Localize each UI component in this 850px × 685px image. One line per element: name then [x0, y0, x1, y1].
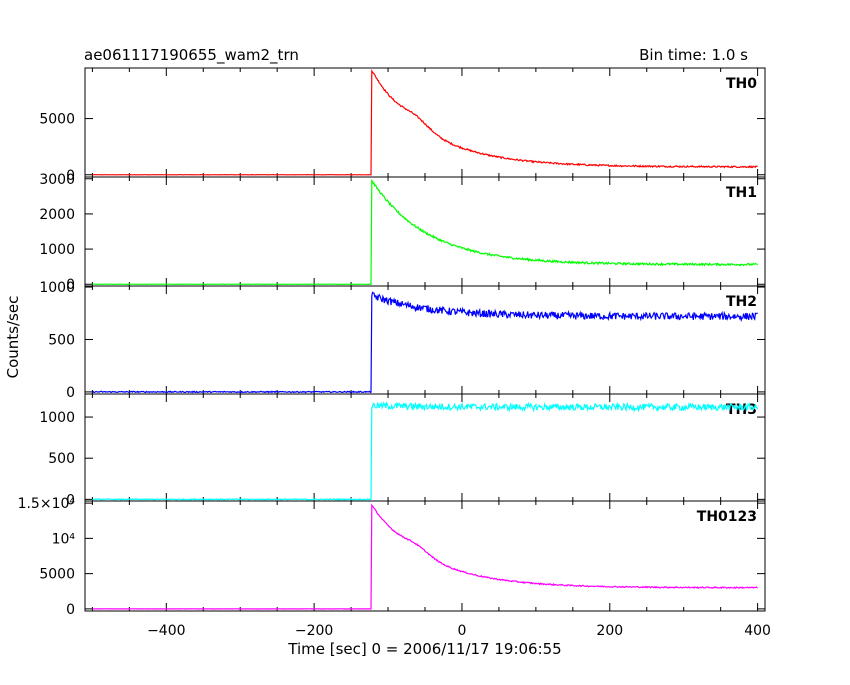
y-tick-label: 2000 [39, 207, 75, 223]
y-tick-label: 500 [48, 332, 75, 348]
panel-th0123: 0 5000 10⁴ 1.5×10⁴ TH0123 [18, 496, 766, 618]
x-tick-label: 200 [596, 623, 623, 639]
panel-frame [84, 67, 766, 178]
y-tick-label: 1000 [39, 410, 75, 426]
y-tick-label: 3000 [39, 172, 75, 188]
panel-th0: 0 5000 TH0 [39, 67, 766, 184]
panels-layer: 05000TH00100020003000TH105001000TH205001… [18, 67, 771, 639]
y-tick-label: 0 [66, 168, 75, 184]
y-tick-label: 1000 [39, 242, 75, 258]
y-tick-label: 0 [66, 277, 75, 293]
panel-name-label: TH0 [726, 76, 757, 92]
x-tick-label: −400 [147, 623, 185, 639]
series-line-th3 [92, 401, 759, 501]
chart-title: ae061117190655_wam2_trn [84, 46, 299, 65]
x-tick-label: 400 [744, 623, 771, 639]
panel-th2: 0 500 1000 TH2 [39, 280, 766, 401]
series-line-th2 [92, 291, 758, 394]
y-tick-label: 0 [66, 385, 75, 401]
x-tick-label: 0 [457, 623, 466, 639]
y-axis-title: Counts/sec [4, 296, 22, 379]
y-tick-label: 10⁴ [52, 531, 76, 547]
series-line-th0123 [92, 503, 758, 610]
y-tick-label: 500 [48, 451, 75, 467]
x-axis-title: Time [sec] 0 = 2006/11/17 19:06:55 [287, 640, 561, 658]
panel-name-label: TH1 [726, 185, 757, 201]
bin-time-label: Bin time: 1.0 s [639, 46, 748, 64]
x-tick-label: −200 [295, 623, 333, 639]
series-line-th1 [92, 179, 759, 286]
y-tick-label: 0 [66, 492, 75, 508]
series-line-th0 [92, 68, 758, 176]
panel-frame [84, 500, 766, 612]
panel-name-label: TH2 [726, 294, 757, 310]
y-tick-label: 5000 [39, 112, 75, 128]
y-tick-label: 1.5×10⁴ [18, 496, 76, 512]
panel-frame [84, 285, 766, 395]
y-tick-label: 5000 [39, 567, 75, 583]
panel-frame [84, 393, 766, 502]
panel-name-label: TH0123 [697, 509, 757, 525]
y-tick-label: 1000 [39, 280, 75, 296]
y-tick-label: 0 [66, 602, 75, 618]
